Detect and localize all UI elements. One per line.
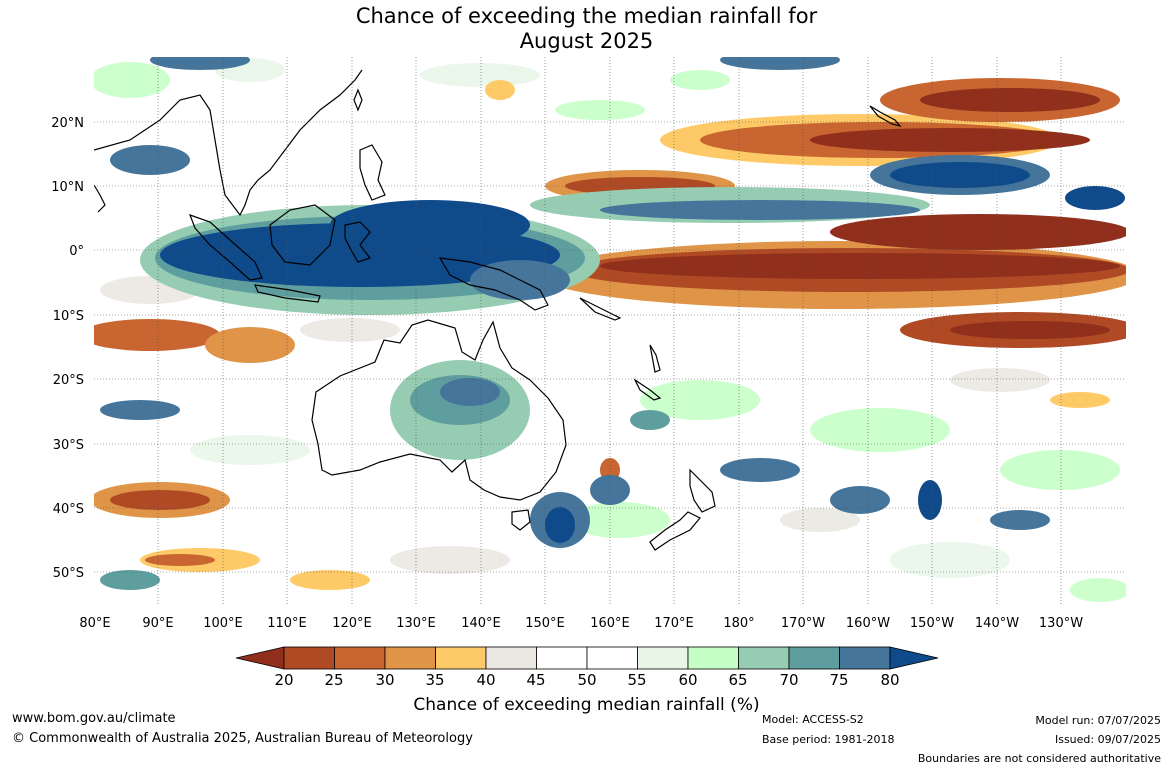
australia-coastline [311, 319, 567, 501]
colorbar-extend-low [235, 646, 285, 670]
solomon-islands-coastline [579, 297, 622, 321]
colorbar-tick: 50 [577, 671, 597, 689]
lat-label: 20°S [53, 373, 84, 388]
model-run-date: Model run: 07/07/2025 [1035, 714, 1161, 727]
colorbar-tick: 40 [476, 671, 496, 689]
lat-label: 50°S [53, 566, 84, 581]
issued-date: Issued: 09/07/2025 [1054, 733, 1161, 746]
new-guinea-coastline [438, 257, 549, 311]
lon-label: 130°E [396, 616, 436, 631]
longitude-labels: 80°E 90°E 100°E 110°E 120°E 130°E 140°E … [79, 616, 1083, 631]
new-zealand-coastline [649, 468, 716, 551]
india-coastline [94, 184, 106, 213]
colorbar-cell [687, 646, 739, 670]
lon-label: 90°E [142, 616, 173, 631]
copyright-notice: © Commonwealth of Australia 2025, Austra… [12, 731, 473, 746]
title-line-2: August 2025 [519, 29, 654, 53]
hawaii-coastline [869, 105, 902, 128]
boundary-disclaimer: Boundaries are not considered authoritat… [917, 752, 1161, 765]
lat-label: 10°S [53, 309, 84, 324]
lon-label: 150°E [525, 616, 565, 631]
sulawesi-coastline [344, 221, 371, 263]
lon-label: 180° [723, 616, 754, 631]
lon-label: 140°E [461, 616, 501, 631]
colorbar-cell [485, 646, 537, 670]
lon-label: 110°E [267, 616, 307, 631]
colorbar-cell [788, 646, 840, 670]
coastlines [94, 69, 902, 551]
colorbar-cell [586, 646, 638, 670]
lat-label: 20°N [51, 116, 84, 131]
colorbar-tick: 25 [324, 671, 344, 689]
colorbar-cell [334, 646, 386, 670]
lat-label: 40°S [53, 502, 84, 517]
colorbar-cell [536, 646, 588, 670]
lon-label: 130°W [1039, 616, 1083, 631]
lon-label: 160°W [846, 616, 890, 631]
colorbar-title: Chance of exceeding median rainfall (%) [413, 695, 760, 715]
colorbar-cell [384, 646, 436, 670]
lon-label: 160°E [590, 616, 630, 631]
website-link[interactable]: www.bom.gov.au/climate [12, 711, 176, 726]
colorbar-tick: 80 [880, 671, 900, 689]
java-coastline [254, 284, 321, 303]
new-caledonia-coastline [633, 378, 662, 401]
model-name: Model: ACCESS-S2 [762, 713, 864, 726]
lat-label: 0° [69, 244, 84, 259]
colorbar-tick: 60 [678, 671, 698, 689]
colorbar-cell [283, 646, 335, 670]
lon-label: 150°W [910, 616, 954, 631]
latitude-labels: 20°N 10°N 0° 10°S 20°S 30°S 40°S 50°S [51, 116, 84, 581]
lat-label: 10°N [51, 180, 84, 195]
colorbar-tick: 35 [425, 671, 445, 689]
title-line-1: Chance of exceeding the median rainfall … [355, 4, 818, 28]
colorbar-tick: 20 [274, 671, 294, 689]
borneo-coastline [269, 204, 336, 266]
colorbar-cell [435, 646, 487, 670]
lon-label: 170°E [654, 616, 694, 631]
southeast-asia-coastline [94, 69, 363, 217]
dry-anomaly-regions [94, 78, 1126, 590]
colorbar-tick: 65 [728, 671, 748, 689]
colorbar-tick: 70 [779, 671, 799, 689]
philippines-coastline [359, 144, 386, 201]
colorbar-cell [839, 646, 891, 670]
lon-label: 140°W [975, 616, 1019, 631]
lat-label: 30°S [53, 438, 84, 453]
colorbar-tick: 55 [627, 671, 647, 689]
lon-label: 170°W [781, 616, 825, 631]
taiwan-coastline [353, 88, 363, 112]
colorbar-tick: 75 [829, 671, 849, 689]
lon-label: 120°E [332, 616, 372, 631]
graticule [94, 57, 1126, 604]
colorbar-extend-high [889, 646, 939, 670]
colorbar-cell [637, 646, 689, 670]
colorbar-cell [738, 646, 790, 670]
map-canvas [94, 57, 1126, 604]
vanuatu-coastline [649, 344, 661, 373]
lon-label: 100°E [203, 616, 243, 631]
tasmania-coastline [511, 509, 531, 531]
map-title: Chance of exceeding the median rainfall … [0, 4, 1173, 54]
sumatra-coastline [188, 214, 263, 281]
colorbar-tick: 30 [375, 671, 395, 689]
colorbar-tick: 45 [526, 671, 546, 689]
colorbar [235, 646, 939, 670]
base-period: Base period: 1981-2018 [762, 733, 895, 746]
lon-label: 80°E [79, 616, 110, 631]
